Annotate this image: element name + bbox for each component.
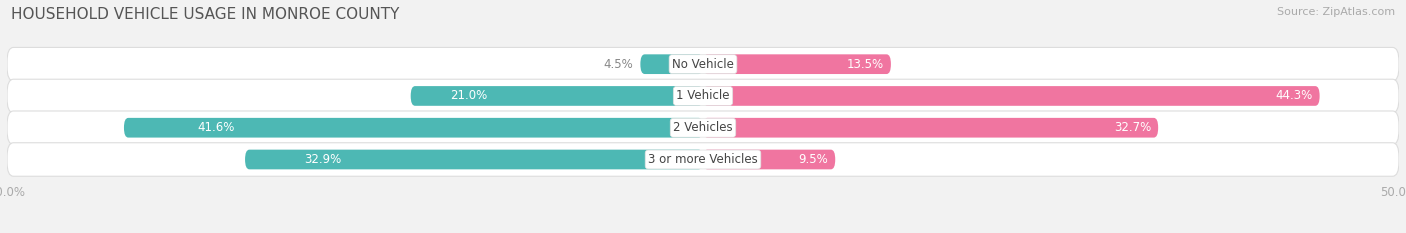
FancyBboxPatch shape bbox=[640, 54, 703, 74]
Text: 3 or more Vehicles: 3 or more Vehicles bbox=[648, 153, 758, 166]
FancyBboxPatch shape bbox=[703, 86, 1320, 106]
FancyBboxPatch shape bbox=[7, 79, 1399, 113]
FancyBboxPatch shape bbox=[7, 48, 1399, 81]
Text: HOUSEHOLD VEHICLE USAGE IN MONROE COUNTY: HOUSEHOLD VEHICLE USAGE IN MONROE COUNTY bbox=[11, 7, 399, 22]
FancyBboxPatch shape bbox=[703, 150, 835, 169]
Text: 21.0%: 21.0% bbox=[450, 89, 488, 103]
Text: Source: ZipAtlas.com: Source: ZipAtlas.com bbox=[1277, 7, 1395, 17]
Text: 41.6%: 41.6% bbox=[198, 121, 235, 134]
Text: 32.9%: 32.9% bbox=[304, 153, 342, 166]
Text: 1 Vehicle: 1 Vehicle bbox=[676, 89, 730, 103]
Text: 9.5%: 9.5% bbox=[799, 153, 828, 166]
Text: 13.5%: 13.5% bbox=[846, 58, 884, 71]
FancyBboxPatch shape bbox=[124, 118, 703, 137]
Text: 44.3%: 44.3% bbox=[1275, 89, 1313, 103]
Text: 2 Vehicles: 2 Vehicles bbox=[673, 121, 733, 134]
FancyBboxPatch shape bbox=[703, 54, 891, 74]
FancyBboxPatch shape bbox=[245, 150, 703, 169]
FancyBboxPatch shape bbox=[7, 143, 1399, 176]
Text: No Vehicle: No Vehicle bbox=[672, 58, 734, 71]
Text: 32.7%: 32.7% bbox=[1114, 121, 1152, 134]
Text: 4.5%: 4.5% bbox=[603, 58, 633, 71]
FancyBboxPatch shape bbox=[411, 86, 703, 106]
FancyBboxPatch shape bbox=[7, 111, 1399, 144]
FancyBboxPatch shape bbox=[703, 118, 1159, 137]
